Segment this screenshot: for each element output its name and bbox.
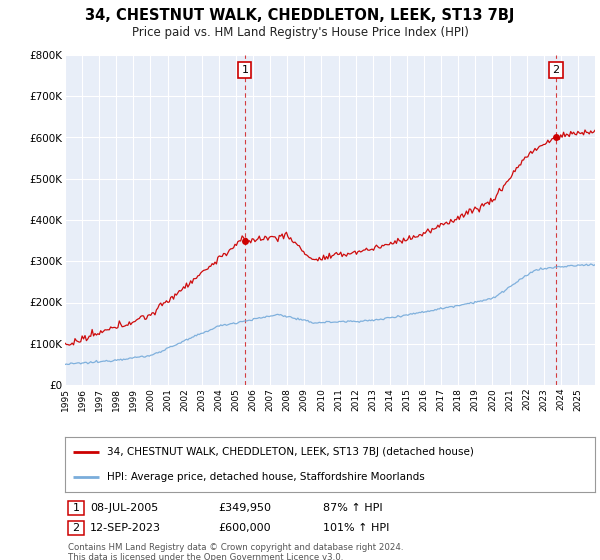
Text: £600,000: £600,000 (218, 523, 271, 533)
Text: This data is licensed under the Open Government Licence v3.0.: This data is licensed under the Open Gov… (68, 553, 343, 560)
Text: 12-SEP-2023: 12-SEP-2023 (90, 523, 161, 533)
Text: 34, CHESTNUT WALK, CHEDDLETON, LEEK, ST13 7BJ (detached house): 34, CHESTNUT WALK, CHEDDLETON, LEEK, ST1… (107, 447, 474, 457)
Text: £349,950: £349,950 (218, 503, 271, 513)
Text: 101% ↑ HPI: 101% ↑ HPI (323, 523, 389, 533)
Text: Contains HM Land Registry data © Crown copyright and database right 2024.: Contains HM Land Registry data © Crown c… (68, 544, 404, 553)
Text: 2: 2 (552, 65, 559, 75)
Text: Price paid vs. HM Land Registry's House Price Index (HPI): Price paid vs. HM Land Registry's House … (131, 26, 469, 39)
Text: 34, CHESTNUT WALK, CHEDDLETON, LEEK, ST13 7BJ: 34, CHESTNUT WALK, CHEDDLETON, LEEK, ST1… (85, 8, 515, 23)
Text: 2: 2 (73, 523, 80, 533)
Text: 08-JUL-2005: 08-JUL-2005 (90, 503, 158, 513)
Text: 1: 1 (73, 503, 79, 513)
Text: HPI: Average price, detached house, Staffordshire Moorlands: HPI: Average price, detached house, Staf… (107, 472, 425, 482)
Text: 1: 1 (241, 65, 248, 75)
Text: 87% ↑ HPI: 87% ↑ HPI (323, 503, 383, 513)
